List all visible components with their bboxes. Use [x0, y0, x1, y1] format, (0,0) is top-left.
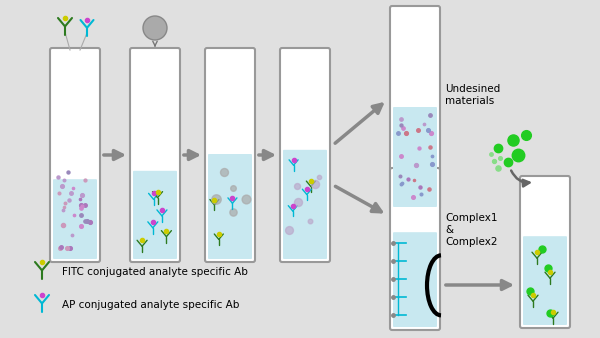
FancyBboxPatch shape	[130, 48, 180, 262]
FancyBboxPatch shape	[53, 179, 97, 259]
FancyBboxPatch shape	[520, 176, 570, 328]
FancyBboxPatch shape	[283, 150, 327, 259]
Circle shape	[143, 16, 167, 40]
FancyBboxPatch shape	[523, 236, 567, 325]
FancyBboxPatch shape	[205, 48, 255, 262]
Text: Undesined
materials: Undesined materials	[445, 84, 500, 106]
FancyBboxPatch shape	[393, 107, 437, 207]
FancyBboxPatch shape	[280, 48, 330, 262]
FancyBboxPatch shape	[390, 6, 440, 210]
FancyBboxPatch shape	[50, 48, 100, 262]
Text: FITC conjugated analyte specific Ab: FITC conjugated analyte specific Ab	[62, 267, 248, 277]
FancyBboxPatch shape	[390, 168, 440, 330]
Text: AP conjugated analyte specific Ab: AP conjugated analyte specific Ab	[62, 300, 239, 310]
FancyBboxPatch shape	[208, 154, 252, 259]
FancyBboxPatch shape	[393, 232, 437, 327]
FancyBboxPatch shape	[133, 171, 177, 259]
Text: Complex1
&
Complex2: Complex1 & Complex2	[445, 213, 497, 247]
